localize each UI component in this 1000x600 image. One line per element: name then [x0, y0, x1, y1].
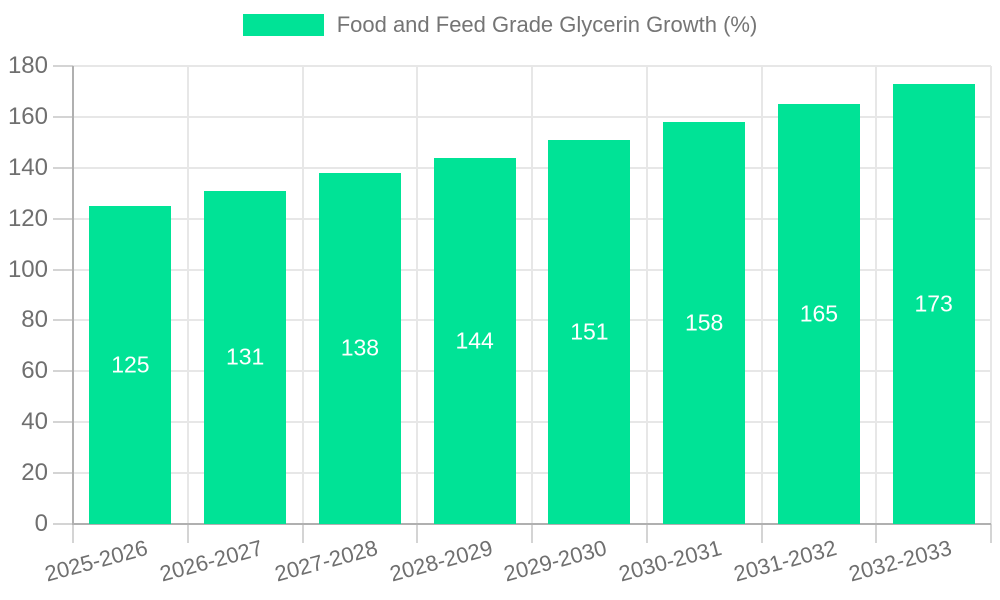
y-axis-tick: [53, 319, 73, 322]
bar-value-label: 125: [111, 351, 150, 378]
bar-value-label: 165: [799, 300, 839, 327]
y-axis-label: 160: [7, 102, 48, 130]
y-axis-label: 20: [21, 459, 48, 487]
x-axis-tick: [875, 524, 878, 543]
bar[interactable]: [548, 139, 631, 524]
y-axis-tick: [53, 523, 73, 525]
gridline-v: [301, 66, 304, 524]
y-axis-label: 60: [21, 357, 48, 385]
bar-value-label: 158: [684, 309, 724, 336]
x-axis-tick: [416, 524, 419, 543]
bar-value-label: 151: [570, 318, 609, 345]
y-axis-label: 0: [34, 510, 48, 537]
y-axis-label: 140: [7, 153, 48, 181]
y-axis-tick: [53, 370, 73, 373]
x-axis-tick: [990, 524, 992, 543]
bar[interactable]: [777, 104, 860, 524]
chart-legend[interactable]: Food and Feed Grade Glycerin Growth (%): [0, 14, 1000, 36]
legend-label: Food and Feed Grade Glycerin Growth (%): [336, 12, 758, 37]
x-axis-line: [73, 523, 991, 525]
y-axis-tick: [53, 421, 73, 424]
gridline-v: [416, 66, 419, 524]
gridline-v: [645, 66, 648, 524]
bar-value-label: 173: [914, 290, 953, 317]
gridline-v: [186, 66, 189, 524]
bar-value-label: 138: [340, 334, 380, 361]
gridline-v: [990, 66, 992, 524]
y-axis-tick: [53, 472, 73, 475]
bar-value-label: 144: [455, 327, 494, 354]
bar[interactable]: [892, 83, 975, 524]
x-axis-tick: [645, 524, 648, 543]
bar[interactable]: [318, 172, 401, 524]
y-axis-label: 80: [21, 306, 48, 334]
y-axis-label: 120: [7, 204, 48, 232]
y-axis-tick: [53, 65, 73, 67]
y-axis-label: 40: [21, 408, 48, 436]
bar[interactable]: [663, 121, 746, 524]
gridline-v: [875, 66, 878, 524]
y-axis-label: 180: [7, 52, 48, 79]
x-axis-tick: [301, 524, 304, 543]
bar-value-label: 131: [225, 343, 265, 370]
y-axis-tick: [53, 115, 73, 118]
x-axis-tick: [760, 524, 763, 543]
bar[interactable]: [433, 157, 516, 524]
legend-swatch: [242, 14, 324, 36]
y-axis-tick: [53, 268, 73, 271]
y-axis-tick: [53, 166, 73, 169]
x-axis-tick: [186, 524, 189, 543]
gridline-v: [531, 66, 533, 524]
y-axis-line: [72, 66, 74, 525]
bar[interactable]: [89, 205, 172, 524]
y-axis-label: 100: [7, 255, 48, 283]
gridline-v: [760, 66, 763, 524]
y-axis-tick: [53, 217, 73, 220]
bar[interactable]: [204, 190, 287, 524]
x-axis-tick: [72, 524, 74, 543]
x-axis-tick: [531, 524, 533, 543]
